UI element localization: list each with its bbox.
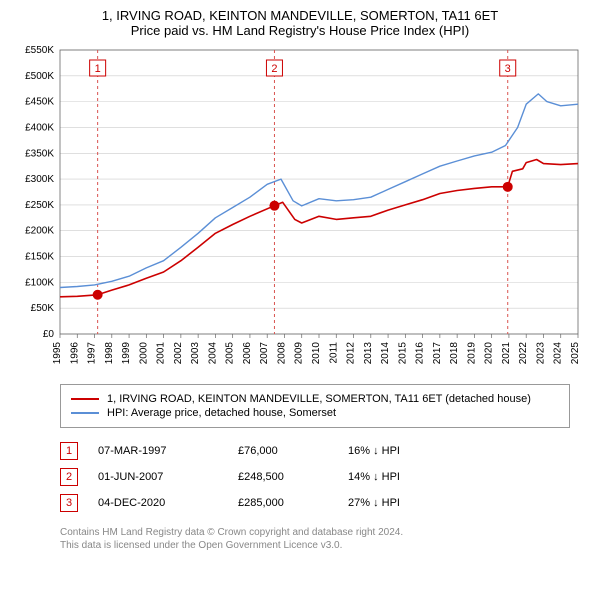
svg-text:3: 3 — [505, 63, 511, 75]
chart-svg: £0 £50K £100K £150K £200K £250K £300K £350K £400… — [10, 44, 590, 374]
event-row: 2 01-JUN-2007 £248,500 14% ↓ HPI — [60, 464, 570, 490]
svg-text:£300K: £300K — [25, 174, 54, 185]
svg-text:2002: 2002 — [173, 342, 184, 365]
svg-text:2003: 2003 — [190, 342, 201, 365]
svg-text:2021: 2021 — [501, 342, 512, 365]
svg-text:2019: 2019 — [466, 342, 477, 365]
svg-text:2008: 2008 — [276, 342, 287, 365]
event-row: 3 04-DEC-2020 £285,000 27% ↓ HPI — [60, 490, 570, 516]
svg-text:2007: 2007 — [259, 342, 270, 365]
svg-text:2001: 2001 — [156, 342, 167, 365]
plot-area: £0 £50K £100K £150K £200K £250K £300K £350K £400… — [10, 44, 590, 374]
svg-text:1996: 1996 — [69, 342, 80, 365]
svg-text:2015: 2015 — [397, 342, 408, 365]
svg-text:2010: 2010 — [311, 342, 322, 365]
svg-text:£50K: £50K — [31, 303, 55, 314]
svg-text:£400K: £400K — [25, 122, 54, 133]
svg-text:2016: 2016 — [415, 342, 426, 365]
svg-text:£250K: £250K — [25, 200, 54, 211]
svg-text:2011: 2011 — [328, 342, 339, 364]
svg-text:1999: 1999 — [121, 342, 132, 365]
legend-swatch — [71, 398, 99, 400]
event-number: 2 — [60, 468, 78, 486]
svg-text:£100K: £100K — [25, 277, 54, 288]
svg-text:2023: 2023 — [535, 342, 546, 365]
svg-text:2020: 2020 — [484, 342, 495, 365]
footer-line1: Contains HM Land Registry data © Crown c… — [60, 526, 570, 539]
title-address: 1, IRVING ROAD, KEINTON MANDEVILLE, SOME… — [10, 8, 590, 23]
event-price: £76,000 — [238, 445, 328, 457]
svg-text:1: 1 — [95, 63, 101, 75]
svg-text:£200K: £200K — [25, 226, 54, 237]
svg-text:2000: 2000 — [138, 342, 149, 365]
chart-title: 1, IRVING ROAD, KEINTON MANDEVILLE, SOME… — [10, 8, 590, 38]
svg-text:£450K: £450K — [25, 97, 54, 108]
legend-label: HPI: Average price, detached house, Some… — [107, 407, 336, 419]
svg-text:2025: 2025 — [570, 342, 581, 365]
svg-text:2009: 2009 — [294, 342, 305, 365]
legend-label: 1, IRVING ROAD, KEINTON MANDEVILLE, SOME… — [107, 393, 531, 405]
svg-text:2005: 2005 — [225, 342, 236, 365]
svg-text:2024: 2024 — [553, 342, 564, 365]
event-delta: 14% ↓ HPI — [348, 471, 438, 483]
legend: 1, IRVING ROAD, KEINTON MANDEVILLE, SOME… — [60, 384, 570, 428]
svg-text:1997: 1997 — [87, 342, 98, 365]
svg-text:£550K: £550K — [25, 45, 54, 56]
svg-text:£350K: £350K — [25, 148, 54, 159]
legend-row: 1, IRVING ROAD, KEINTON MANDEVILLE, SOME… — [71, 393, 559, 405]
chart-container: 1, IRVING ROAD, KEINTON MANDEVILLE, SOME… — [0, 0, 600, 560]
title-subtitle: Price paid vs. HM Land Registry's House … — [10, 23, 590, 38]
svg-text:2004: 2004 — [207, 342, 218, 365]
event-table: 1 07-MAR-1997 £76,000 16% ↓ HPI 2 01-JUN-2007… — [60, 438, 570, 516]
svg-text:1995: 1995 — [52, 342, 63, 365]
event-date: 01-JUN-2007 — [98, 471, 218, 483]
legend-row: HPI: Average price, detached house, Some… — [71, 407, 559, 419]
footer-line2: This data is licensed under the Open Gov… — [60, 539, 570, 552]
svg-text:2013: 2013 — [363, 342, 374, 365]
event-number: 3 — [60, 494, 78, 512]
svg-text:2022: 2022 — [518, 342, 529, 365]
svg-text:2014: 2014 — [380, 342, 391, 365]
svg-text:£500K: £500K — [25, 71, 54, 82]
event-date: 07-MAR-1997 — [98, 445, 218, 457]
svg-text:£150K: £150K — [25, 252, 54, 263]
event-date: 04-DEC-2020 — [98, 497, 218, 509]
event-delta: 27% ↓ HPI — [348, 497, 438, 509]
svg-text:£0: £0 — [43, 329, 55, 340]
legend-swatch — [71, 412, 99, 414]
event-number: 1 — [60, 442, 78, 460]
svg-text:2012: 2012 — [346, 342, 357, 365]
event-row: 1 07-MAR-1997 £76,000 16% ↓ HPI — [60, 438, 570, 464]
svg-text:2006: 2006 — [242, 342, 253, 365]
footer-attribution: Contains HM Land Registry data © Crown c… — [60, 526, 570, 552]
svg-text:2017: 2017 — [432, 342, 443, 365]
svg-text:2: 2 — [271, 63, 277, 75]
event-delta: 16% ↓ HPI — [348, 445, 438, 457]
svg-text:2018: 2018 — [449, 342, 460, 365]
svg-text:1998: 1998 — [104, 342, 115, 365]
event-price: £285,000 — [238, 497, 328, 509]
event-price: £248,500 — [238, 471, 328, 483]
